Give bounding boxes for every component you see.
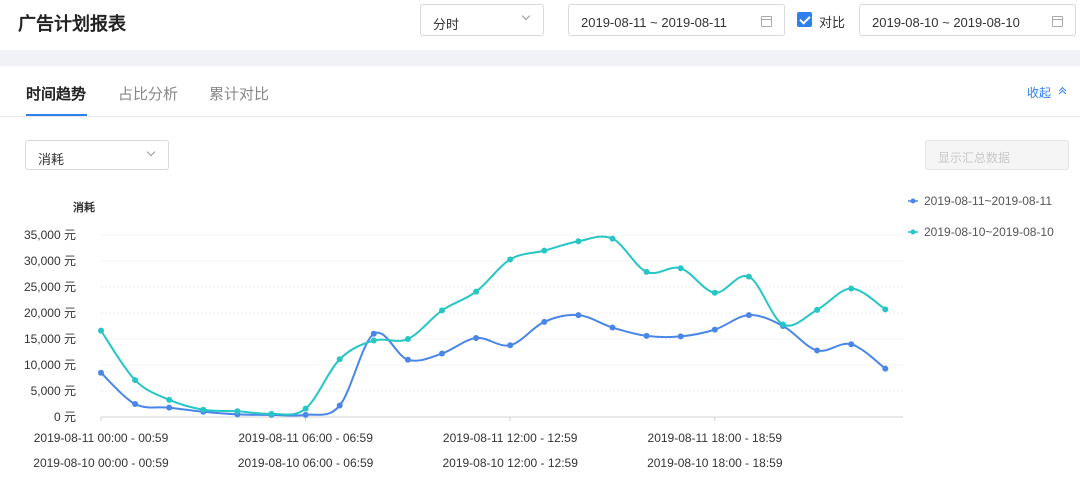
calendar-icon <box>1052 16 1063 27</box>
collapse-link[interactable]: 收起 <box>1027 86 1052 100</box>
calendar-icon <box>761 16 772 27</box>
data-point <box>370 337 377 344</box>
data-point <box>166 396 173 403</box>
data-point <box>882 306 889 313</box>
data-point <box>609 235 616 242</box>
data-point <box>643 332 650 339</box>
active-tab-indicator <box>26 114 87 116</box>
tab-cumulative-compare[interactable]: 累计对比 <box>209 86 270 103</box>
tabs-divider <box>0 116 1080 117</box>
y-tick-label: 15,000 元 <box>24 332 76 346</box>
data-point <box>302 411 309 418</box>
x-tick-label-compare: 2019-08-10 12:00 - 12:59 <box>442 456 578 470</box>
compare-label[interactable]: 对比 <box>819 15 846 30</box>
data-point <box>200 406 207 413</box>
data-point <box>439 307 445 314</box>
x-tick-label: 2019-08-11 06:00 - 06:59 <box>238 431 373 445</box>
x-tick-label: 2019-08-11 00:00 - 00:59 <box>34 431 169 445</box>
x-tick-label: 2019-08-11 12:00 - 12:59 <box>443 431 578 445</box>
data-point <box>814 306 821 313</box>
data-point <box>98 327 104 334</box>
compare-date-range-picker[interactable]: 2019-08-10 ~ 2019-08-10 <box>859 4 1076 36</box>
data-point <box>473 334 480 341</box>
data-point <box>336 356 343 363</box>
page-title: 广告计划报表 <box>18 14 126 34</box>
y-tick-label: 10,000 元 <box>24 358 76 372</box>
data-point <box>507 342 514 349</box>
y-tick-label: 20,000 元 <box>24 306 76 320</box>
data-point <box>302 405 309 412</box>
data-point <box>541 318 548 325</box>
data-point <box>132 401 139 407</box>
legend-label: 2019-08-10~2019-08-10 <box>924 225 1054 239</box>
data-point <box>166 404 173 411</box>
x-tick-label-compare: 2019-08-10 00:00 - 00:59 <box>33 456 169 470</box>
data-point <box>439 350 445 357</box>
series-line-2 <box>100 235 886 416</box>
x-tick-label: 2019-08-11 18:00 - 18:59 <box>648 431 783 445</box>
top-bar: 广告计划报表 分时 2019-08-11 ~ 2019-08-11 对比 201… <box>0 0 1080 50</box>
summary-select-placeholder: 显示汇总数据 <box>938 151 1011 165</box>
data-point <box>473 288 480 295</box>
data-point <box>98 369 104 376</box>
data-point <box>848 285 855 292</box>
report-card: 时间趋势 占比分析 累计对比 收起 消耗 显示汇总数据 <box>0 66 1080 488</box>
x-tick-label-compare: 2019-08-10 06:00 - 06:59 <box>238 456 374 470</box>
summary-data-select: 显示汇总数据 <box>925 140 1069 170</box>
legend-marker <box>910 229 916 235</box>
data-point <box>404 336 411 342</box>
data-point <box>814 347 821 354</box>
data-point <box>677 265 684 272</box>
data-point <box>745 273 752 280</box>
legend-label: 2019-08-11~2019-08-11 <box>924 194 1052 208</box>
data-point <box>609 324 616 331</box>
data-point <box>780 321 786 328</box>
data-point <box>132 377 139 384</box>
data-point <box>575 312 582 319</box>
tab-share-analysis[interactable]: 占比分析 <box>118 86 179 103</box>
data-point <box>234 408 241 415</box>
compare-checkbox[interactable] <box>797 12 812 27</box>
data-point <box>848 341 855 348</box>
y-axis-title: 消耗 <box>73 200 95 214</box>
metric-select[interactable]: 消耗 <box>25 140 169 170</box>
data-point <box>711 326 718 333</box>
data-point <box>268 410 275 417</box>
date-range-picker[interactable]: 2019-08-11 ~ 2019-08-11 <box>568 4 785 36</box>
granularity-select[interactable]: 分时 <box>420 4 544 36</box>
x-tick-label-compare: 2019-08-10 18:00 - 18:59 <box>647 456 783 470</box>
metric-select-value: 消耗 <box>38 152 65 167</box>
y-tick-label: 5,000 元 <box>31 384 76 398</box>
data-point <box>404 356 411 363</box>
data-point <box>882 365 889 372</box>
y-tick-label: 25,000 元 <box>24 280 76 294</box>
data-point <box>711 289 718 296</box>
compare-date-range-value: 2019-08-10 ~ 2019-08-10 <box>872 15 1020 30</box>
y-tick-label: 35,000 元 <box>24 228 76 242</box>
y-tick-label: 0 元 <box>54 410 76 424</box>
data-point <box>745 312 752 319</box>
data-point <box>677 333 684 340</box>
y-tick-label: 30,000 元 <box>24 254 76 268</box>
legend-marker <box>910 198 916 204</box>
tab-time-trend[interactable]: 时间趋势 <box>26 86 87 103</box>
data-point <box>370 330 377 337</box>
data-point <box>575 238 582 245</box>
data-point <box>336 402 343 409</box>
data-point <box>541 247 548 254</box>
data-point <box>643 268 650 275</box>
data-point <box>507 256 514 263</box>
date-range-value: 2019-08-11 ~ 2019-08-11 <box>581 15 727 30</box>
granularity-select-value: 分时 <box>433 17 460 32</box>
